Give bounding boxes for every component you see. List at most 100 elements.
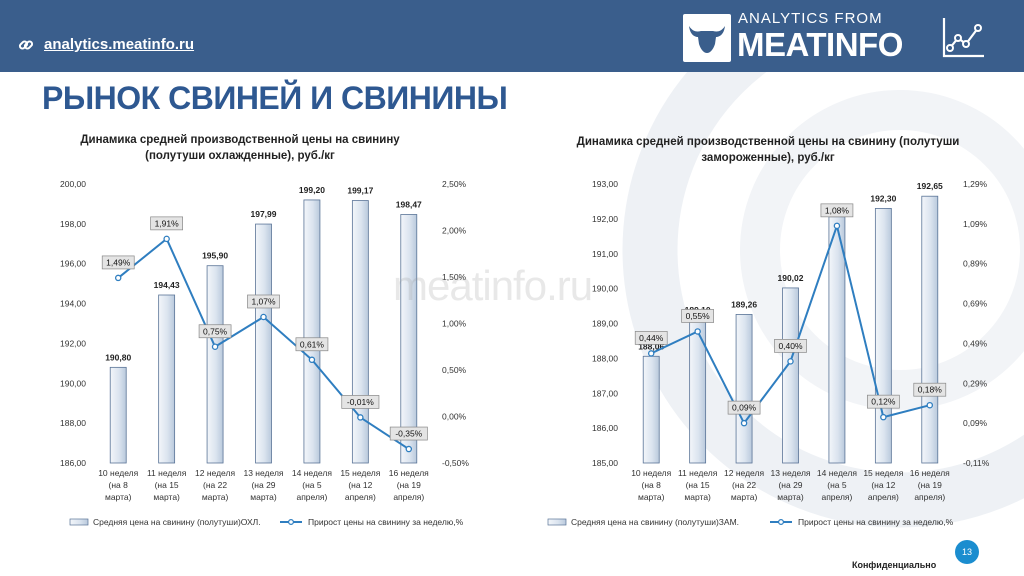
growth-label-box [820, 203, 854, 218]
bar-value-label: 199,17 [347, 186, 373, 196]
chart-2: Динамика средней производственной цены н… [547, 136, 990, 527]
growth-value-label: 0,40% [778, 341, 803, 351]
y-left-tick-label: 186,00 [592, 423, 618, 433]
growth-point [163, 235, 170, 243]
category-label: 14 неделя [292, 468, 332, 478]
category-label: марта) [250, 492, 277, 502]
category-label: 13 неделя [243, 468, 283, 478]
category-label: марта) [105, 492, 132, 502]
legend-line-marker [777, 518, 784, 525]
category-label: 15 неделя [340, 468, 380, 478]
growth-label-box [389, 426, 428, 441]
y-right-tick-label: -0,11% [963, 458, 990, 468]
category-label: 12 неделя [724, 468, 764, 478]
legend-bar-swatch [69, 518, 89, 526]
y-right-tick-label: 0,89% [963, 259, 988, 269]
y-right-tick-label: 1,00% [442, 319, 467, 329]
growth-label-box [198, 324, 232, 339]
y-left-tick-label: 200,00 [60, 179, 86, 189]
growth-label-box [101, 255, 135, 270]
category-label: (на 29 [778, 480, 802, 490]
category-label: (на 29 [251, 480, 275, 490]
bar-value-label: 197,99 [251, 209, 277, 219]
legend-bar-swatch [547, 518, 567, 526]
growth-value-label: 0,09% [732, 403, 757, 413]
category-label: (на 19 [397, 480, 421, 490]
category-label: 14 неделя [817, 468, 857, 478]
y-right-tick-label: 1,29% [963, 179, 988, 189]
growth-label-box [341, 395, 380, 409]
growth-point [405, 445, 413, 453]
brand-subtitle: ANALYTICS FROM [738, 10, 883, 27]
category-label: апреля) [868, 492, 899, 502]
y-left-tick-label: 190,00 [60, 378, 86, 388]
growth-point [787, 358, 794, 365]
growth-label-box [913, 382, 947, 397]
growth-value-label: 0,44% [639, 333, 664, 343]
growth-point [694, 328, 701, 335]
bar-value-label: 192,65 [917, 181, 943, 191]
legend-bar-label: Средняя цена на свинину (полутуши)ОХЛ. [93, 517, 261, 527]
category-label: марта) [638, 492, 665, 502]
growth-point [357, 414, 364, 421]
bar [828, 216, 846, 464]
growth-point [740, 419, 748, 427]
site-url[interactable]: analytics.meatinfo.ru [44, 36, 195, 53]
growth-value-label: 0,18% [918, 385, 943, 395]
growth-point [260, 313, 267, 321]
growth-point [647, 350, 655, 357]
bar [735, 314, 753, 464]
category-label: 11 неделя [147, 468, 187, 478]
y-right-tick-label: -0,50% [442, 458, 469, 468]
chart-title-line: Динамика средней производственной цены н… [80, 134, 400, 146]
bull-logo-icon [683, 14, 731, 62]
bar [255, 223, 272, 464]
bar [351, 200, 369, 464]
page-number-badge: 13 [955, 540, 979, 564]
growth-label-box [774, 339, 807, 353]
bar-value-label: 199,20 [299, 185, 325, 195]
y-right-tick-label: 0,50% [442, 365, 467, 375]
category-label: (на 15 [686, 480, 710, 490]
y-right-tick-label: 0,69% [963, 299, 988, 309]
growth-value-label: -0,01% [347, 397, 374, 407]
y-right-tick-label: 0,00% [442, 412, 467, 422]
bar [158, 294, 176, 464]
y-left-tick-label: 185,00 [592, 458, 618, 468]
growth-value-label: 0,55% [686, 311, 711, 321]
category-label: апреля) [296, 492, 327, 502]
growth-point [114, 274, 122, 282]
brand-name: MEATINFO [737, 26, 903, 63]
category-label: марта) [731, 492, 758, 502]
y-left-tick-label: 188,00 [592, 353, 618, 363]
category-label: (на 5 [302, 480, 322, 490]
watermark: meatinfo.ru [393, 262, 593, 309]
y-right-tick-label: 1,50% [442, 272, 467, 282]
bar-value-label: 188,06 [638, 341, 664, 351]
bar [206, 265, 224, 464]
site-link[interactable]: analytics.meatinfo.ru [18, 36, 194, 53]
y-left-tick-label: 198,00 [60, 219, 86, 229]
y-right-tick-label: 2,50% [442, 179, 467, 189]
growth-value-label: -0,35% [395, 429, 422, 439]
growth-value-label: 1,49% [106, 257, 131, 267]
chart-title-line: (полутуши охлажденные), руб./кг [145, 150, 335, 162]
y-right-tick-label: 0,29% [963, 378, 988, 388]
growth-label-box [247, 294, 280, 309]
growth-point [833, 222, 841, 230]
y-left-tick-label: 192,00 [60, 338, 86, 348]
bar [303, 199, 321, 464]
category-label: 10 неделя [631, 468, 671, 478]
category-label: 16 неделя [389, 468, 429, 478]
legend-line-label: Прирост цены на свинину за неделю,% [798, 517, 954, 527]
y-right-tick-label: 2,00% [442, 226, 467, 236]
category-label: 10 неделя [98, 468, 138, 478]
y-left-tick-label: 192,00 [592, 214, 618, 224]
category-label: апреля) [914, 492, 945, 502]
bar-value-label: 189,26 [731, 299, 757, 309]
growth-label-box [150, 216, 183, 231]
bar [642, 355, 660, 464]
category-label: 15 неделя [863, 468, 903, 478]
category-label: марта) [153, 492, 180, 502]
